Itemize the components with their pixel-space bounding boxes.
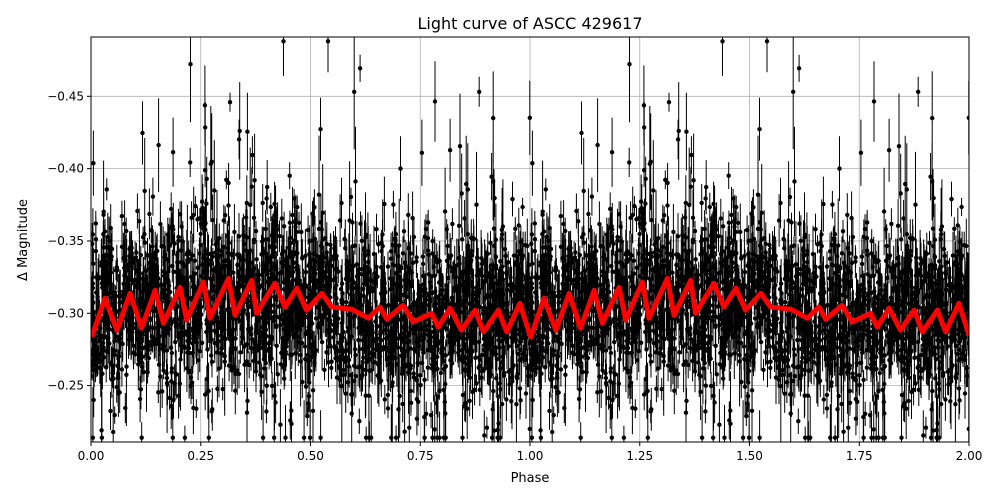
observations [91,37,969,442]
chart-title: Light curve of ASCC 429617 [417,14,642,33]
